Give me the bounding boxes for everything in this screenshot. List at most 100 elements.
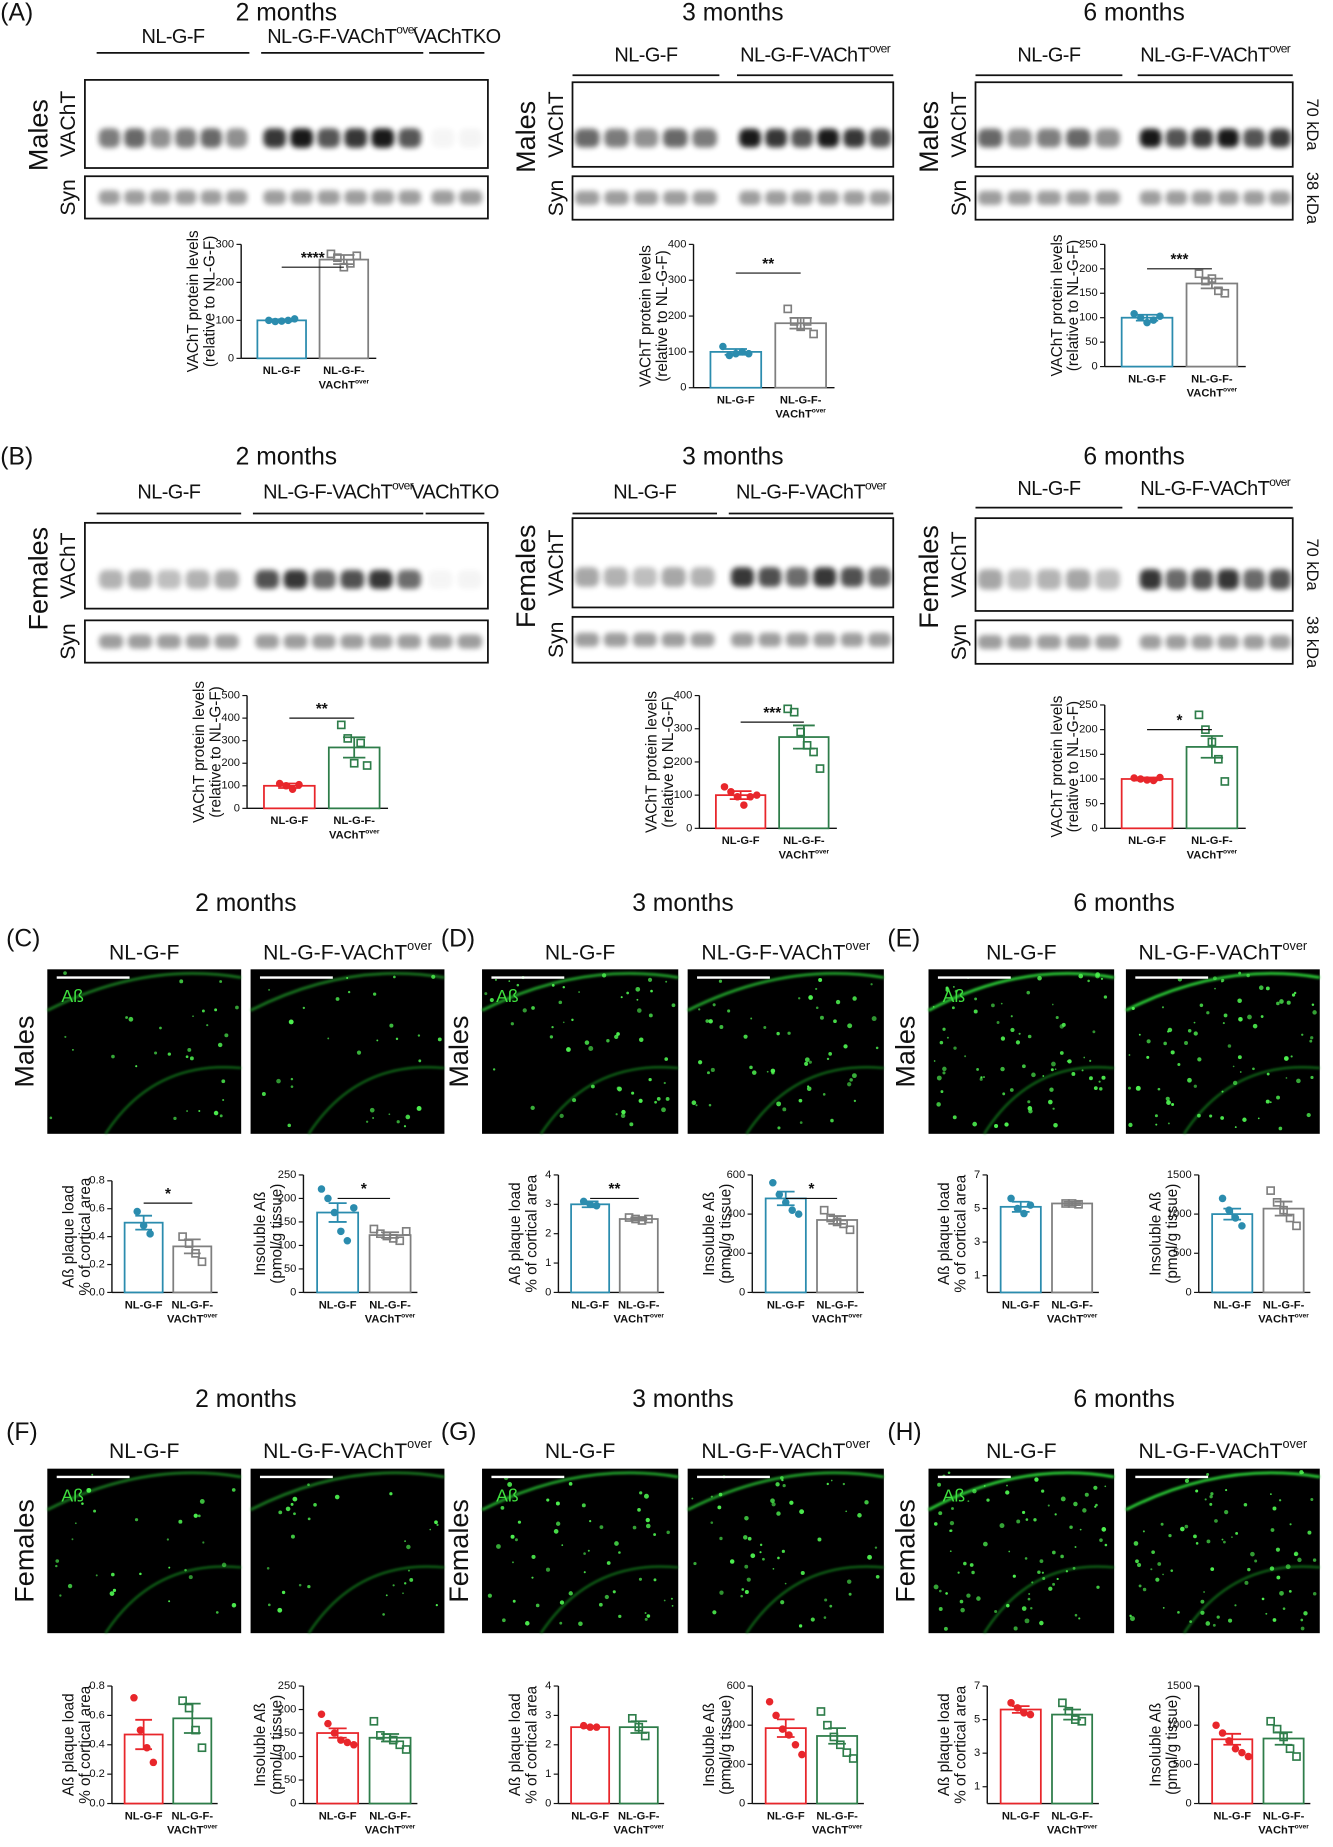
plaque <box>95 1574 98 1577</box>
y-tick-label: 250 <box>278 1169 297 1181</box>
plaque <box>1162 1573 1164 1576</box>
bar <box>764 1727 807 1805</box>
plaque <box>614 1034 619 1040</box>
plaque <box>418 1059 422 1063</box>
vacht-band <box>283 570 308 589</box>
syn-band <box>311 634 336 649</box>
lane-label: VAChT <box>545 91 568 158</box>
data-point <box>1279 1205 1288 1215</box>
sex-label: Females <box>891 1499 921 1603</box>
plaque <box>49 1116 53 1120</box>
plaque <box>267 1603 271 1607</box>
data-point <box>1194 710 1204 720</box>
panel-letter: (D) <box>441 925 475 952</box>
bar <box>1211 1213 1254 1294</box>
plaque <box>1187 1029 1192 1033</box>
vacht-band <box>1165 569 1188 590</box>
plaque <box>798 997 801 1000</box>
bar <box>368 1736 412 1805</box>
y-tick-label: 0.6 <box>89 1203 105 1215</box>
plaque <box>804 1061 809 1066</box>
plaque <box>665 1097 670 1101</box>
data-point <box>336 720 346 730</box>
plaque <box>290 1077 294 1081</box>
data-point <box>1272 1724 1282 1734</box>
data-point <box>794 1210 803 1218</box>
plaque <box>382 1613 385 1616</box>
y-tick-label: 200 <box>221 757 240 769</box>
x-tick-label: NL-G-F- <box>816 1299 858 1311</box>
plaque <box>1193 1084 1197 1088</box>
plaque <box>1285 1077 1288 1079</box>
plaque <box>1235 1531 1239 1535</box>
plaque <box>942 1027 946 1031</box>
plaque <box>957 1571 960 1574</box>
hippocampus <box>745 1066 884 1135</box>
column-header: NL-G-F <box>986 1440 1057 1463</box>
plaque <box>1227 1044 1232 1048</box>
x-tick-label: NL-G-F <box>717 395 755 407</box>
plaque <box>128 1016 134 1022</box>
bar <box>318 258 370 360</box>
plaque <box>1165 1096 1170 1101</box>
plaque <box>798 1098 803 1103</box>
plaque <box>1187 1077 1192 1083</box>
significance: **** <box>301 250 325 267</box>
syn-band <box>1007 635 1032 650</box>
y-tick-label: 200 <box>1079 263 1098 275</box>
data-point <box>1244 1752 1253 1761</box>
plaque <box>1214 987 1216 990</box>
data-point <box>775 1190 784 1199</box>
syn-band <box>765 190 788 206</box>
x-tick-label: VAChTover <box>812 1313 863 1326</box>
x-tick-label: NL-G-F <box>319 1299 357 1311</box>
x-tick-label: NL-G-F <box>1002 1810 1040 1822</box>
syn-band <box>785 632 809 647</box>
syn-band <box>574 190 600 206</box>
plaque <box>650 989 653 993</box>
plaque <box>1056 1577 1059 1581</box>
plaque <box>559 1113 564 1118</box>
data-point <box>1231 1744 1240 1753</box>
plaque <box>184 1568 187 1572</box>
plaque <box>1209 1114 1213 1118</box>
plaque <box>307 1483 310 1487</box>
plaque <box>1199 1003 1204 1008</box>
plaque <box>616 1032 620 1036</box>
plaque <box>185 1055 189 1059</box>
vacht-band <box>840 567 864 587</box>
plaque <box>1247 1567 1251 1572</box>
plaque <box>1150 1568 1153 1571</box>
plaque <box>219 1114 223 1118</box>
column-header: NL-G-F-VAChTover <box>1139 1438 1308 1463</box>
vacht-band <box>156 570 182 589</box>
plaque <box>551 983 555 987</box>
vacht-band <box>633 128 659 148</box>
plaque <box>1081 1069 1084 1072</box>
syn-band <box>977 190 1003 206</box>
y-tick-label: 200 <box>668 310 687 322</box>
micrograph-signal <box>686 1471 885 1634</box>
plaque <box>1221 980 1223 983</box>
y-tick-label: 3 <box>974 1747 980 1759</box>
plaque <box>959 1599 964 1604</box>
plaque <box>751 1070 757 1075</box>
plaque <box>1258 985 1264 991</box>
plaque <box>1285 1564 1291 1570</box>
plaque <box>1098 1080 1101 1083</box>
cortex-edge <box>686 1471 885 1512</box>
vacht-band <box>785 567 809 587</box>
x-tick-label: VAChTover <box>812 1824 863 1837</box>
plaque <box>1180 1526 1185 1532</box>
plaque <box>1297 1557 1302 1563</box>
plaque <box>1135 1559 1139 1564</box>
significance: ** <box>762 256 774 273</box>
plaque <box>976 1068 979 1071</box>
vacht-band <box>371 128 395 148</box>
data-point <box>1225 1737 1233 1745</box>
group-label: NL-G-F-VAChTover <box>736 479 887 504</box>
sex-label: Males <box>23 99 53 171</box>
data-point <box>337 1227 345 1236</box>
plaque <box>111 1572 115 1577</box>
data-point <box>802 741 812 750</box>
